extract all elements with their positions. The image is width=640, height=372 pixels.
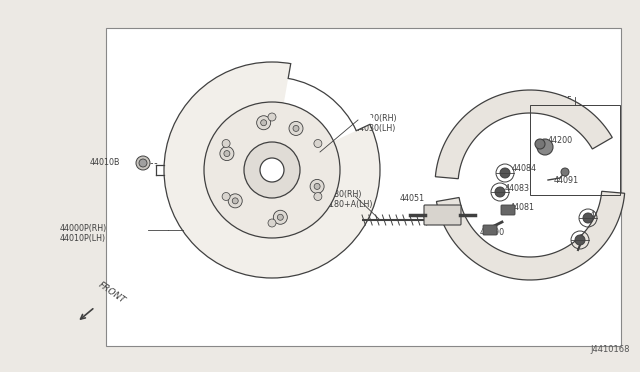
Circle shape: [260, 120, 267, 126]
FancyBboxPatch shape: [424, 205, 461, 225]
Circle shape: [220, 147, 234, 161]
Bar: [530, 105, 620, 195]
Circle shape: [244, 142, 300, 198]
FancyBboxPatch shape: [501, 205, 515, 215]
Polygon shape: [435, 90, 612, 179]
Text: 44051: 44051: [400, 193, 425, 202]
Text: 44081: 44081: [568, 247, 593, 257]
Circle shape: [310, 179, 324, 193]
Circle shape: [222, 140, 230, 148]
Wedge shape: [272, 59, 374, 170]
Circle shape: [583, 213, 593, 223]
Text: 44083: 44083: [505, 183, 530, 192]
Polygon shape: [436, 191, 625, 280]
Circle shape: [314, 192, 322, 201]
Circle shape: [314, 140, 322, 148]
Text: J4410168: J4410168: [591, 345, 630, 354]
Text: 44010P(LH): 44010P(LH): [60, 234, 106, 243]
Text: 44020(RH): 44020(RH): [355, 113, 397, 122]
Circle shape: [495, 187, 505, 197]
Text: 44010B: 44010B: [90, 157, 120, 167]
Circle shape: [136, 156, 150, 170]
Circle shape: [222, 192, 230, 201]
Circle shape: [535, 139, 545, 149]
Circle shape: [537, 139, 553, 155]
Text: 44180(RH): 44180(RH): [320, 189, 362, 199]
Text: 44030(LH): 44030(LH): [355, 124, 396, 132]
Circle shape: [314, 183, 320, 189]
Circle shape: [575, 235, 585, 245]
Circle shape: [228, 194, 242, 208]
Circle shape: [293, 125, 299, 131]
Circle shape: [561, 168, 569, 176]
Circle shape: [224, 151, 230, 157]
Text: 44084: 44084: [512, 164, 537, 173]
Text: 44000P(RH): 44000P(RH): [60, 224, 108, 232]
Text: 44180+A(LH): 44180+A(LH): [320, 199, 374, 208]
Text: 44200: 44200: [548, 135, 573, 144]
Text: 44091: 44091: [554, 176, 579, 185]
Circle shape: [289, 121, 303, 135]
Text: 44083: 44083: [578, 234, 603, 243]
Circle shape: [164, 62, 380, 278]
Circle shape: [139, 159, 147, 167]
FancyBboxPatch shape: [483, 225, 497, 235]
Bar: [106, 28, 621, 346]
Circle shape: [277, 214, 284, 220]
Circle shape: [260, 158, 284, 182]
Circle shape: [268, 113, 276, 121]
Circle shape: [273, 210, 287, 224]
Circle shape: [204, 102, 340, 238]
Text: 440605: 440605: [543, 96, 573, 105]
Text: FRONT: FRONT: [97, 280, 127, 305]
Circle shape: [500, 168, 510, 178]
Circle shape: [268, 219, 276, 227]
Text: 44090: 44090: [480, 228, 505, 237]
Circle shape: [257, 116, 271, 130]
Text: 44081: 44081: [510, 202, 535, 212]
Circle shape: [232, 198, 238, 204]
Text: 44084: 44084: [590, 211, 615, 219]
